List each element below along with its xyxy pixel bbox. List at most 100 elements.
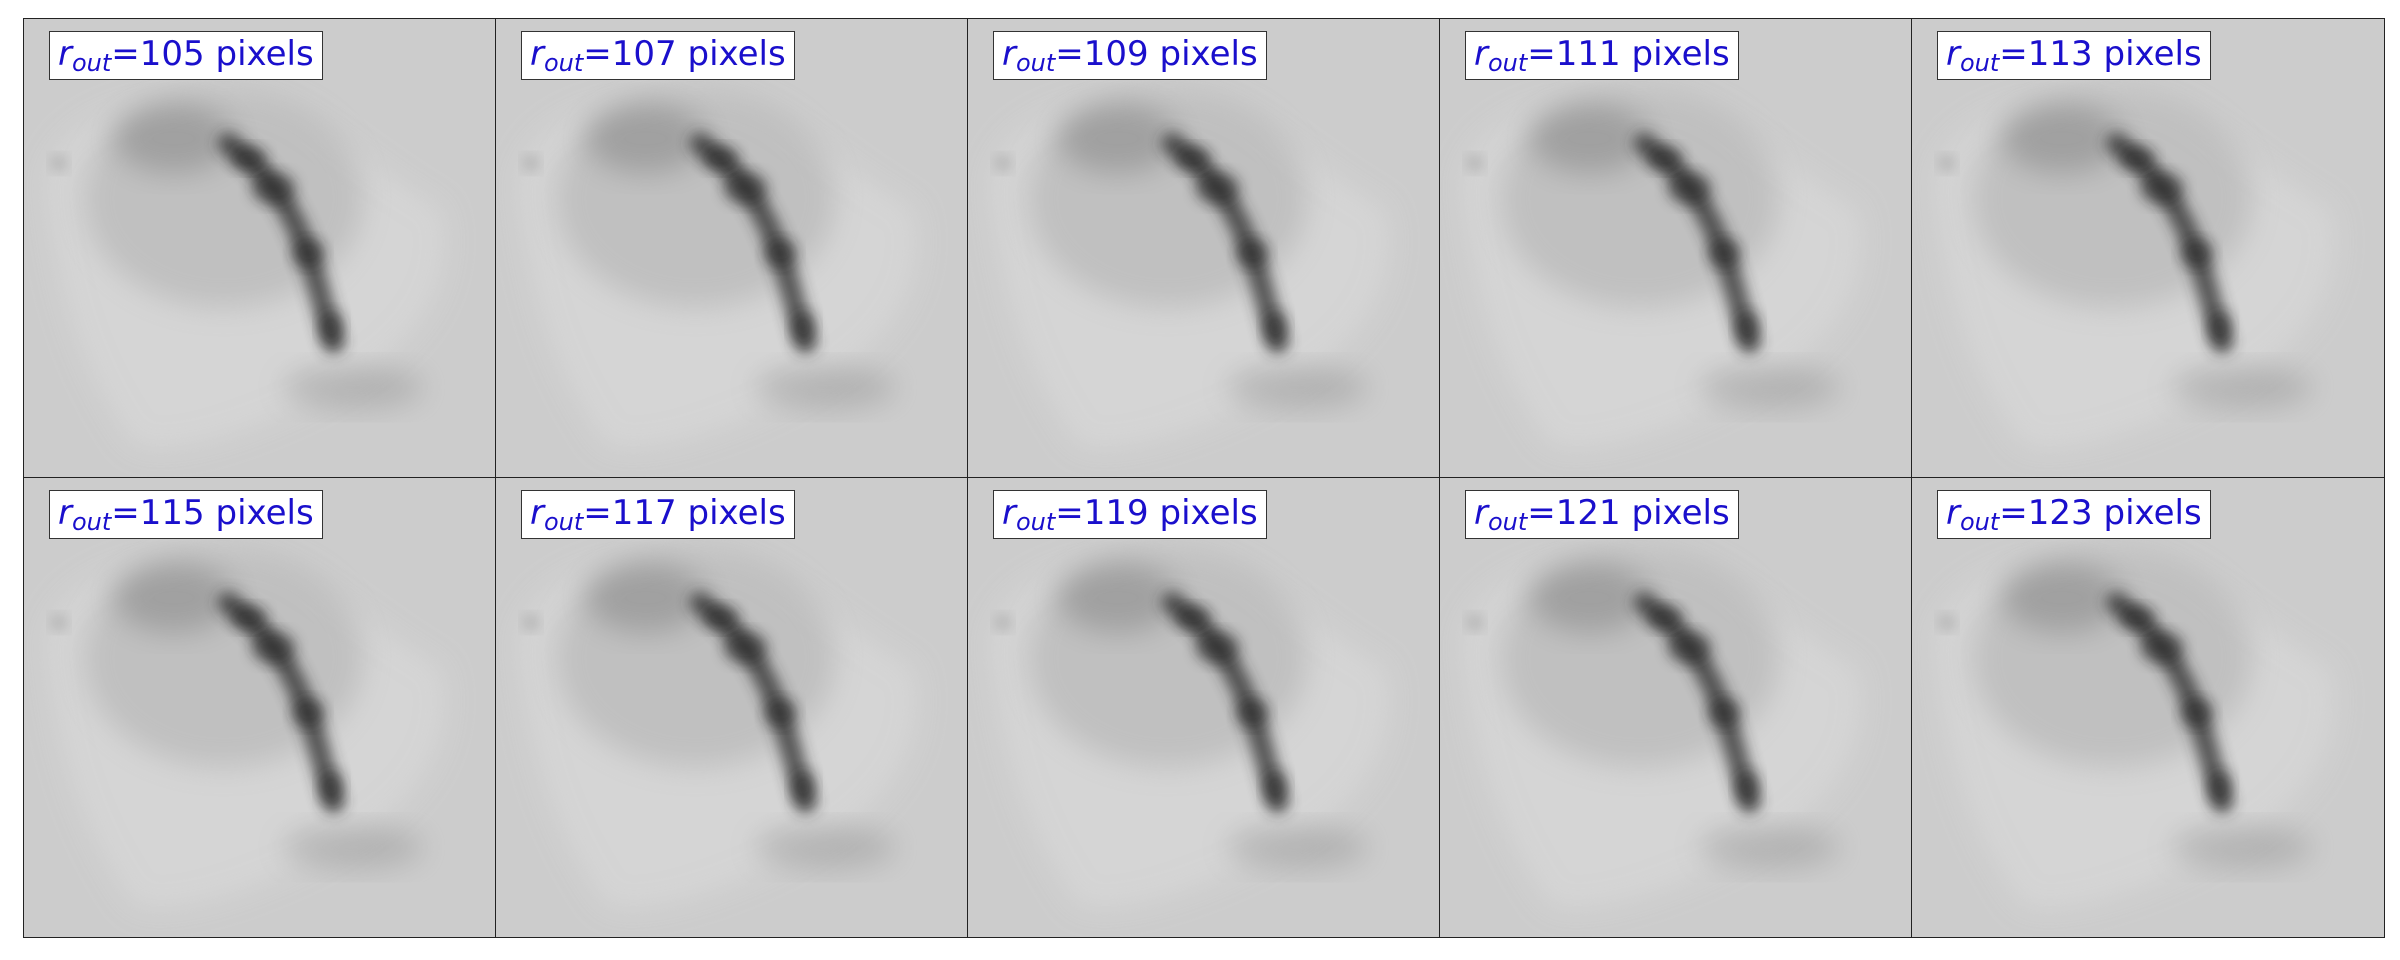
dense-knot: [251, 172, 296, 205]
faint-source: [50, 155, 67, 172]
dense-knot: [2140, 172, 2184, 205]
upper-lobe: [1057, 103, 1178, 174]
lower-tail: [2172, 365, 2312, 410]
lower-tail: [755, 365, 896, 410]
faint-source: [994, 155, 1011, 172]
dense-knot: [1735, 311, 1760, 344]
upper-lobe: [1057, 562, 1178, 633]
lower-tail: [1227, 825, 1368, 870]
panel-label: rout=123 pixels: [1937, 490, 2211, 540]
dense-knot: [1174, 605, 1211, 630]
dense-knot: [1646, 146, 1683, 171]
dense-knot: [1646, 605, 1683, 630]
image-panel: rout=111 pixels: [1440, 19, 1912, 478]
faint-source: [1939, 155, 1955, 172]
dense-knot: [292, 698, 325, 727]
dense-knot: [251, 631, 296, 664]
dense-knot: [230, 605, 267, 630]
nebula-image: [515, 547, 919, 910]
nebula-image: [1932, 547, 2336, 910]
image-panel: rout=107 pixels: [496, 19, 968, 478]
nebula-image: [1459, 547, 1863, 910]
dense-knot: [319, 311, 344, 344]
nebula-image: [987, 547, 1391, 910]
lower-tail: [1227, 365, 1368, 410]
faint-source: [1466, 155, 1483, 172]
lower-tail: [755, 825, 896, 870]
panel-label: rout=107 pixels: [521, 31, 795, 81]
dense-knot: [764, 239, 797, 267]
image-panel: rout=121 pixels: [1440, 478, 1912, 937]
dense-knot: [2181, 239, 2213, 267]
dense-knot: [1174, 146, 1211, 171]
panel-label: rout=113 pixels: [1937, 31, 2211, 81]
dense-knot: [1195, 631, 1240, 664]
dense-knot: [1195, 172, 1240, 205]
lower-tail: [283, 825, 424, 870]
upper-lobe: [113, 103, 234, 174]
dense-knot: [1263, 771, 1288, 804]
panel-label: rout=115 pixels: [49, 490, 323, 540]
upper-lobe: [2002, 103, 2122, 174]
dense-knot: [2208, 771, 2232, 804]
faint-source: [994, 614, 1011, 631]
image-panel: rout=115 pixels: [24, 478, 496, 937]
image-panel: rout=123 pixels: [1912, 478, 2384, 937]
dense-knot: [230, 146, 267, 171]
dense-knot: [1735, 771, 1760, 804]
upper-lobe: [113, 562, 234, 633]
dense-knot: [2119, 605, 2155, 630]
dense-knot: [292, 239, 325, 267]
image-panel: rout=117 pixels: [496, 478, 968, 937]
upper-lobe: [585, 103, 706, 174]
lower-tail: [2172, 825, 2312, 870]
upper-lobe: [1529, 562, 1650, 633]
upper-lobe: [585, 562, 706, 633]
dense-knot: [319, 771, 344, 804]
upper-lobe: [2002, 562, 2122, 633]
lower-tail: [1699, 365, 1840, 410]
lower-tail: [283, 365, 424, 410]
dense-knot: [791, 311, 816, 344]
panel-label: rout=109 pixels: [993, 31, 1267, 81]
upper-lobe: [1529, 103, 1650, 174]
dense-knot: [1667, 172, 1712, 205]
dense-knot: [723, 631, 768, 664]
nebula-image: [987, 88, 1391, 450]
panel-grid: rout=105 pixels rout=107 pixels rout=109…: [23, 18, 2385, 938]
dense-knot: [2119, 146, 2155, 171]
image-panel: rout=119 pixels: [968, 478, 1440, 937]
panel-label: rout=119 pixels: [993, 490, 1267, 540]
panel-label: rout=111 pixels: [1465, 31, 1739, 81]
faint-source: [522, 614, 539, 631]
dense-knot: [723, 172, 768, 205]
dense-knot: [702, 605, 739, 630]
faint-source: [50, 614, 67, 631]
nebula-image: [1932, 88, 2336, 450]
faint-source: [1466, 614, 1483, 631]
dense-knot: [791, 771, 816, 804]
nebula-image: [43, 547, 447, 910]
dense-knot: [1708, 698, 1741, 727]
dense-knot: [1667, 631, 1712, 664]
image-panel: rout=113 pixels: [1912, 19, 2384, 478]
dense-knot: [2208, 311, 2232, 344]
dense-knot: [2181, 698, 2213, 727]
panel-label: rout=105 pixels: [49, 31, 323, 81]
dense-knot: [2140, 631, 2184, 664]
dense-knot: [1263, 311, 1288, 344]
panel-label: rout=121 pixels: [1465, 490, 1739, 540]
nebula-image: [515, 88, 919, 450]
faint-source: [1939, 614, 1955, 631]
dense-knot: [764, 698, 797, 727]
nebula-image: [43, 88, 447, 450]
nebula-image: [1459, 88, 1863, 450]
dense-knot: [1236, 239, 1269, 267]
dense-knot: [702, 146, 739, 171]
faint-source: [522, 155, 539, 172]
panel-label: rout=117 pixels: [521, 490, 795, 540]
lower-tail: [1699, 825, 1840, 870]
dense-knot: [1236, 698, 1269, 727]
image-panel: rout=105 pixels: [24, 19, 496, 478]
image-panel: rout=109 pixels: [968, 19, 1440, 478]
